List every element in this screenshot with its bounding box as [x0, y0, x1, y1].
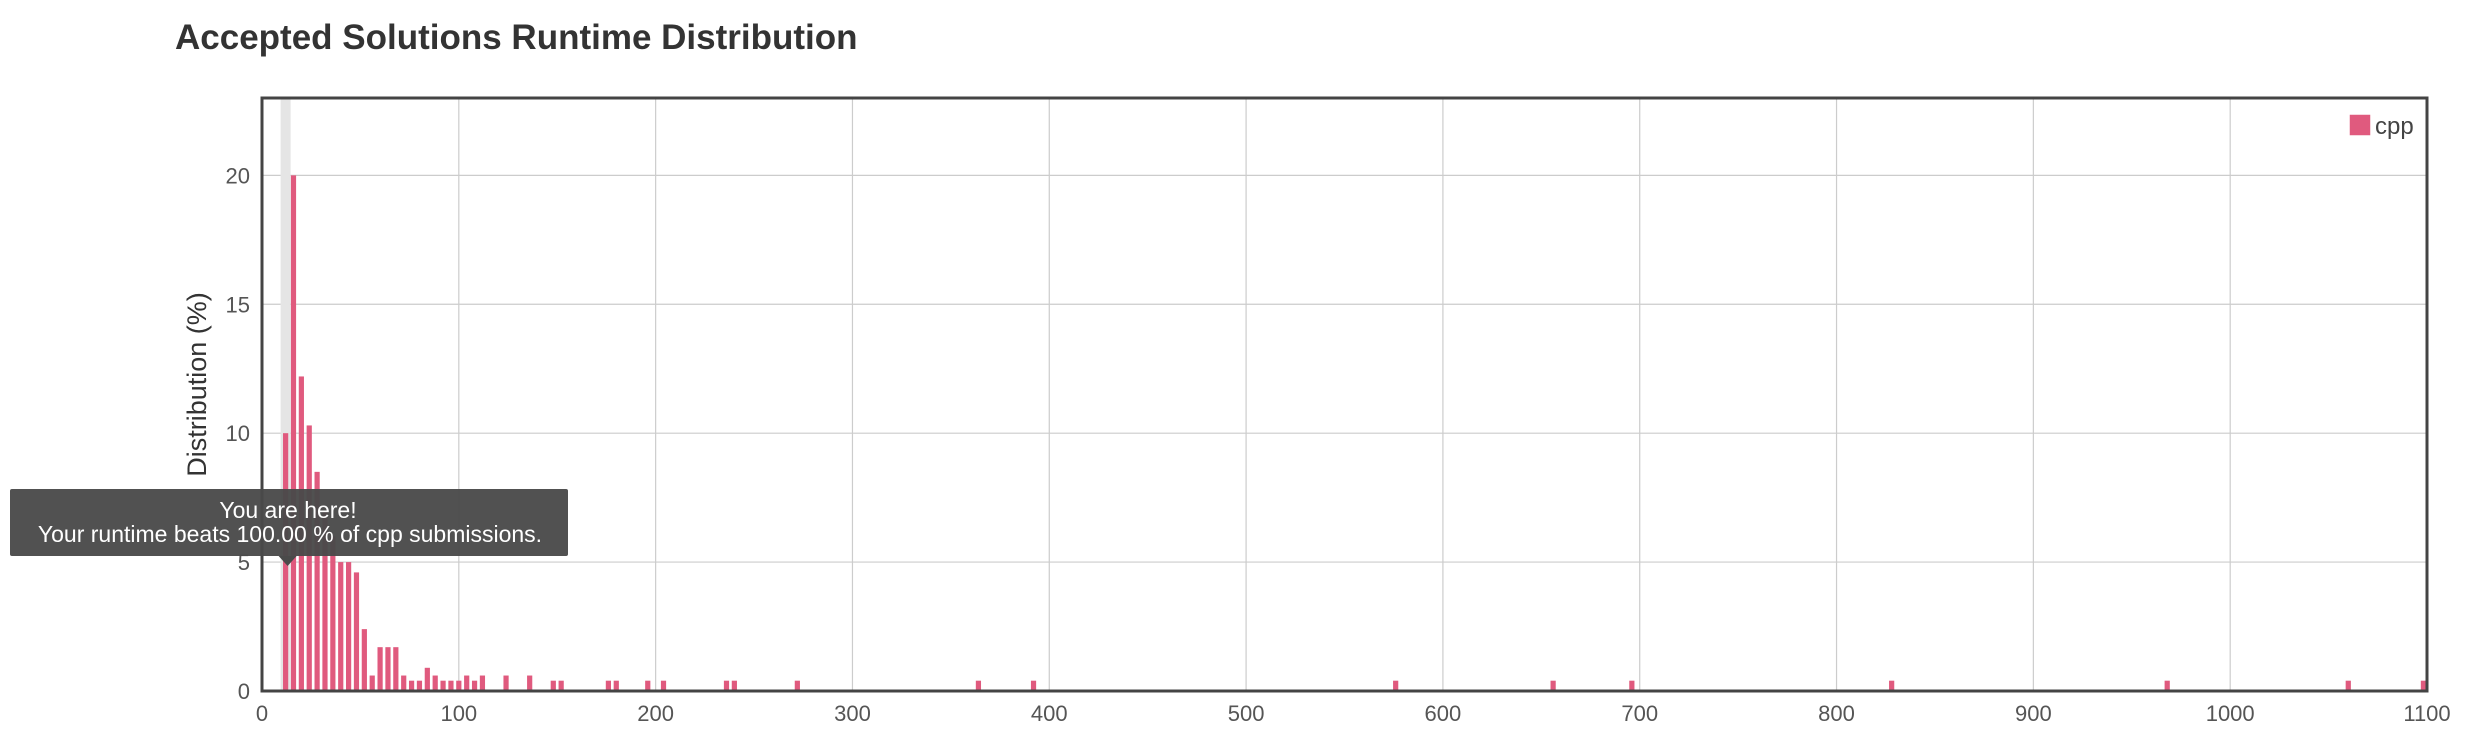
y-axis-title: Distribution (%) [182, 292, 212, 477]
x-tick-label: 1000 [2206, 701, 2255, 726]
bar[interactable] [2164, 680, 2170, 691]
x-tick-label: 100 [440, 701, 477, 726]
legend-swatch-cpp [2348, 113, 2372, 137]
y-tick-label: 15 [226, 292, 250, 317]
x-tick-label: 600 [1425, 701, 1462, 726]
bar[interactable] [975, 680, 982, 691]
y-tick-label: 10 [226, 421, 250, 446]
bar[interactable] [361, 629, 367, 691]
bar[interactable] [731, 680, 737, 691]
bar[interactable] [416, 680, 423, 691]
bar[interactable] [369, 675, 375, 691]
bar[interactable] [1550, 680, 1556, 691]
bar[interactable] [471, 680, 478, 691]
bar[interactable] [338, 562, 344, 691]
runtime-tooltip: You are here! Your runtime beats 100.00 … [10, 489, 568, 566]
bar[interactable] [1393, 680, 1399, 691]
tooltip-line-1: You are here! [219, 497, 356, 523]
x-tick-label: 700 [1621, 701, 1658, 726]
bar[interactable] [432, 675, 438, 691]
tooltip-arrow [278, 556, 297, 566]
bar[interactable] [605, 680, 611, 691]
x-tick-label: 900 [2015, 701, 2052, 726]
plot-frame [260, 96, 2429, 693]
tooltip-line-2: Your runtime beats 100.00 % of cpp submi… [38, 521, 542, 547]
bar[interactable] [346, 562, 352, 691]
bar[interactable] [322, 510, 328, 691]
bar[interactable] [456, 680, 462, 691]
x-tick-label: 200 [637, 701, 674, 726]
bar[interactable] [503, 675, 509, 691]
bar[interactable] [794, 680, 800, 691]
y-tick-label: 0 [238, 679, 250, 704]
bar[interactable] [330, 536, 336, 691]
x-axis-ticks: 0 100 200 300 400 500 600 700 800 900 1000 1100 [256, 701, 2451, 726]
bar[interactable] [1889, 680, 1895, 691]
x-tick-label: 300 [834, 701, 871, 726]
bar[interactable] [385, 647, 391, 691]
bar[interactable] [660, 680, 667, 691]
bar[interactable] [527, 675, 533, 691]
x-tick-label: 0 [256, 701, 268, 726]
bar[interactable] [558, 680, 564, 691]
current-runtime-highlight [280, 98, 291, 691]
bar[interactable] [440, 680, 446, 691]
x-tick-label: 800 [1818, 701, 1855, 726]
bar[interactable] [314, 471, 320, 691]
bar[interactable] [448, 680, 454, 691]
bar[interactable] [1030, 680, 1037, 691]
bar[interactable] [1629, 680, 1635, 691]
bar[interactable] [306, 425, 312, 691]
chart-title: Accepted Solutions Runtime Distribution [175, 18, 858, 57]
y-tick-label: 5 [238, 550, 250, 575]
bar[interactable] [645, 680, 651, 691]
y-tick-label: 20 [226, 163, 250, 188]
bar[interactable] [723, 680, 730, 691]
tooltip-box [10, 489, 568, 556]
x-tick-label: 500 [1228, 701, 1265, 726]
legend-label-cpp: cpp [2375, 113, 2414, 140]
bar[interactable] [550, 680, 556, 691]
x-tick-label: 1100 [2403, 701, 2450, 726]
bar[interactable] [464, 675, 470, 691]
bar[interactable] [353, 572, 360, 691]
bar[interactable] [401, 675, 407, 691]
bar[interactable] [424, 667, 430, 691]
bar[interactable] [479, 675, 486, 691]
bar[interactable] [393, 647, 399, 691]
legend[interactable]: cpp [2348, 113, 2414, 140]
bar[interactable] [2345, 680, 2351, 691]
bar[interactable] [613, 680, 619, 691]
x-tick-label: 400 [1031, 701, 1068, 726]
bar[interactable] [2420, 680, 2426, 691]
y-axis-ticks: 0 5 10 15 20 [226, 163, 250, 704]
bar[interactable] [377, 647, 383, 691]
bar[interactable] [408, 680, 415, 691]
bar[interactable] [290, 175, 297, 691]
highlight-band [280, 98, 291, 691]
grid-lines [261, 98, 2428, 692]
